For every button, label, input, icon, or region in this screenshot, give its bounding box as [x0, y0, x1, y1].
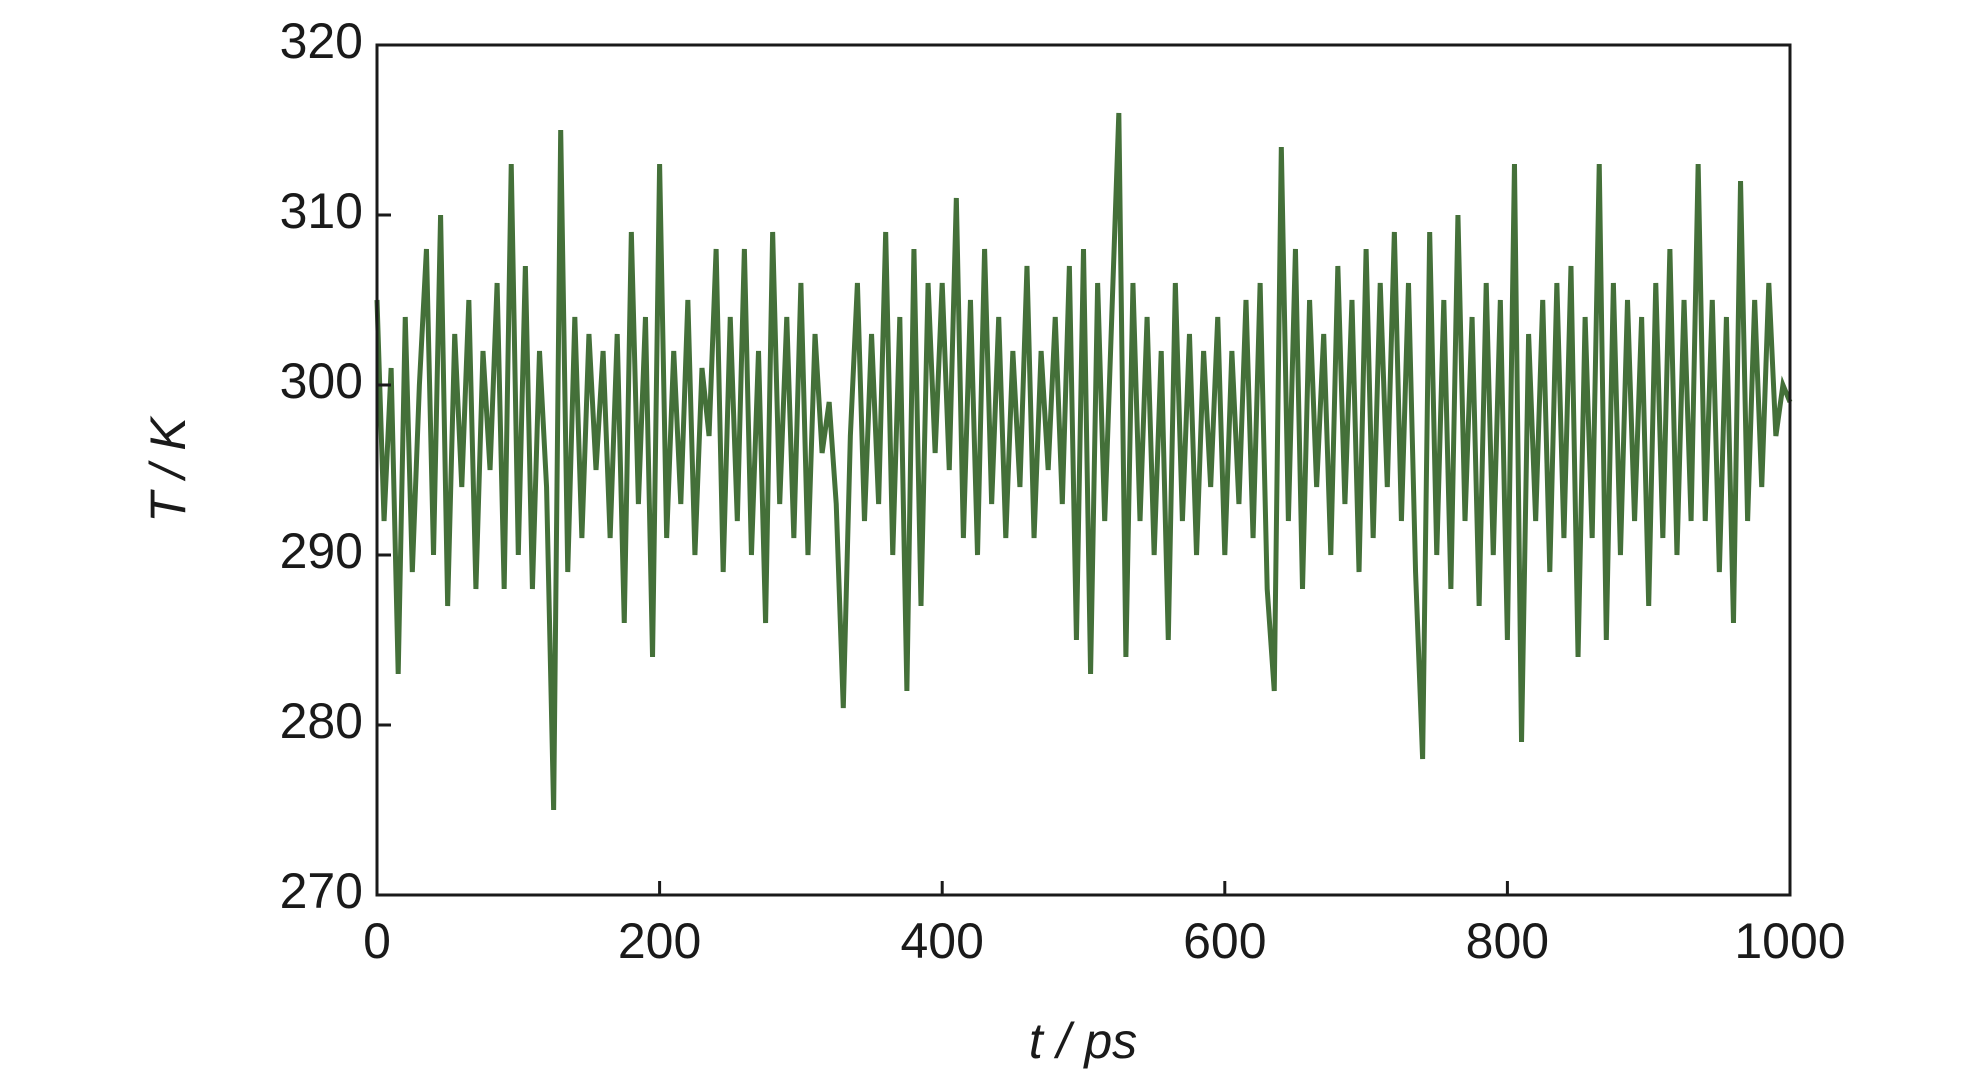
y-tick-label: 270: [280, 863, 363, 919]
x-tick-label: 0: [363, 913, 391, 969]
plot-frame: [375, 43, 1792, 897]
y-tick-label: 300: [280, 353, 363, 409]
data-line: [374, 112, 1793, 811]
y-tick-label: 290: [280, 523, 363, 579]
x-tick-label: 600: [1183, 913, 1266, 969]
x-tick-label: 200: [618, 913, 701, 969]
x-tick-label: 1000: [1734, 913, 1845, 969]
x-tick-label: 400: [900, 913, 983, 969]
y-tick-label: 320: [280, 13, 363, 69]
y-axis-label: T / K: [140, 415, 196, 523]
y-tick-label: 280: [280, 693, 363, 749]
x-tick-label: 800: [1466, 913, 1549, 969]
x-axis-label: t / ps: [1029, 1013, 1137, 1069]
y-tick-label: 310: [280, 183, 363, 239]
